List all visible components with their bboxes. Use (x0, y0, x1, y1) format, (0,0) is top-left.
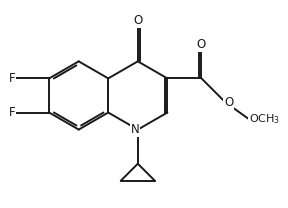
Text: F: F (8, 72, 15, 85)
Text: OCH$_3$: OCH$_3$ (249, 113, 281, 126)
Text: O: O (133, 14, 143, 27)
Text: O: O (197, 38, 206, 51)
Text: F: F (8, 106, 15, 119)
Text: N: N (130, 123, 139, 136)
Text: O: O (224, 96, 233, 109)
